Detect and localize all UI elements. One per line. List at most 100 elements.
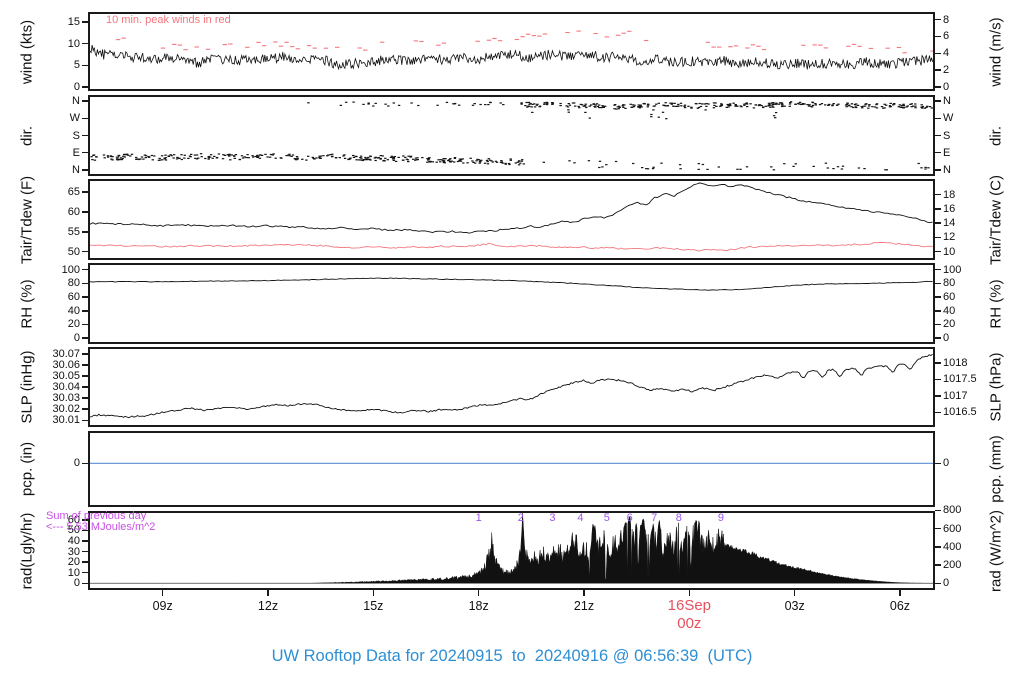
- y-tick-label: S: [72, 129, 80, 142]
- y-tick-label: 5: [73, 59, 80, 72]
- y-tick-mark: [935, 462, 941, 465]
- x-tick-label: 18z: [468, 599, 489, 613]
- y-tick-label: 200: [943, 559, 962, 572]
- y-tick-label: 10: [67, 566, 80, 579]
- y-tick-label: 0: [943, 457, 950, 470]
- y-tick-mark: [935, 564, 941, 566]
- y-tick-mark: [935, 411, 941, 414]
- y-tick-mark: [935, 250, 941, 253]
- y-tick-label: 40: [67, 534, 80, 547]
- y-tick-label: 10: [67, 37, 80, 50]
- radiation-event-label: 3: [549, 512, 556, 524]
- y-tick-label: 30.04: [52, 381, 80, 393]
- y-tick-mark: [82, 419, 88, 422]
- panel-wind: wind (kts) 10 min. peak winds in red win…: [0, 12, 1024, 93]
- y-tick-mark: [82, 529, 88, 532]
- dir-series-canvas: [90, 101, 933, 171]
- x-tick-mark: [267, 590, 269, 596]
- y-tick-mark: [82, 86, 88, 88]
- y-tick-mark: [935, 527, 941, 530]
- y-tick-mark: [82, 519, 88, 521]
- y-tick-mark: [935, 193, 941, 196]
- tair-series-canvas: [90, 182, 933, 252]
- y-tick-label: 10: [943, 245, 956, 258]
- y-tick-label: 800: [943, 504, 962, 517]
- air-temperature-F: [90, 182, 933, 234]
- y-tick-label: 0: [943, 332, 950, 345]
- y-tick-label: 1017.5: [943, 373, 977, 386]
- y-tick-mark: [82, 540, 88, 542]
- y-tick-label: 2: [943, 64, 950, 77]
- y-tick-mark: [82, 268, 88, 271]
- rh-series-canvas: [90, 277, 933, 291]
- y-tick-label: 30.06: [52, 358, 80, 371]
- wind-plot: [88, 12, 935, 91]
- y-tick-mark: [935, 100, 941, 102]
- x-tick-label: 12z: [257, 599, 279, 613]
- y-tick-label: 14: [943, 217, 956, 230]
- y-tick-label: 20: [943, 318, 956, 331]
- y-tick-label: 4: [943, 47, 950, 60]
- panel-humidity: RH (%) RH (%) 0 20 40 60 80 100 0 20 40 60 80 100: [0, 263, 1024, 344]
- y-tick-mark: [935, 546, 941, 548]
- y-tick-mark: [935, 236, 941, 239]
- peak-wind-kts: [115, 30, 933, 54]
- slp-plot: [88, 347, 935, 427]
- y-tick-label: 60: [67, 513, 80, 526]
- y-tick-label: S: [943, 129, 951, 142]
- y-tick-mark: [82, 296, 88, 298]
- radiation-event-label: 9: [717, 512, 724, 524]
- panel-temperature: Tair/Tdew (F) Tair/Tdew (C) 50 55 60 65 10 12…: [0, 174, 1024, 264]
- y-tick-label: 20: [67, 318, 80, 331]
- x-tick-label: 15z: [363, 599, 384, 613]
- y-tick-mark: [82, 561, 88, 563]
- date-sub-label: 00z: [677, 615, 702, 632]
- relative-humidity-pct: [90, 277, 933, 291]
- radiation-event-label: 1: [475, 512, 482, 524]
- y-tick-mark: [935, 310, 941, 312]
- y-tick-label: 65: [67, 186, 80, 199]
- y-tick-mark: [935, 52, 941, 55]
- y-tick-mark: [935, 282, 941, 285]
- y-tick-label: 1016.5: [943, 406, 977, 419]
- y-tick-mark: [935, 35, 941, 38]
- y-tick-mark: [935, 134, 941, 137]
- y-tick-mark: [82, 169, 88, 171]
- pcp-plot: [88, 431, 935, 507]
- y-tick-mark: [935, 69, 941, 71]
- y-tick-label: 0: [73, 332, 80, 345]
- y-tick-mark: [82, 462, 88, 465]
- radiation-event-label: 5: [603, 512, 610, 524]
- y-tick-mark: [935, 378, 941, 381]
- y-tick-label: 400: [943, 540, 962, 553]
- rad-series-canvas: [90, 513, 933, 584]
- y-tick-mark: [82, 211, 88, 213]
- dir-plot: [88, 95, 935, 176]
- y-tick-label: 50: [67, 524, 80, 537]
- y-tick-mark: [82, 151, 88, 154]
- y-tick-mark: [935, 169, 941, 171]
- y-tick-label: 0: [73, 80, 80, 93]
- tair-plot: [88, 179, 935, 260]
- radiation-sum-note: Sum of previous day <--- 5.53 MJoules/m^…: [46, 511, 155, 532]
- y-tick-label: 16: [943, 202, 956, 215]
- x-tick-mark: [899, 590, 901, 596]
- y-tick-mark: [82, 375, 88, 377]
- y-tick-label: 6: [943, 30, 950, 43]
- y-tick-label: N: [72, 163, 80, 176]
- y-tick-label: 40: [943, 304, 956, 317]
- y-tick-label: 100: [943, 263, 962, 276]
- x-tick-mark: [372, 590, 375, 596]
- y-tick-label: 55: [67, 225, 80, 238]
- y-tick-label: E: [943, 146, 951, 159]
- y-tick-label: 600: [943, 522, 962, 535]
- panel-pressure: SLP (inHg) SLP (hPa) 30.01 30.02 30.03 30.0…: [0, 347, 1024, 427]
- y-tick-mark: [82, 42, 88, 45]
- wind-left-axis-title: wind (kts): [18, 19, 36, 84]
- y-tick-label: 30.03: [52, 392, 80, 405]
- y-tick-mark: [82, 21, 88, 23]
- y-tick-label: N: [72, 95, 80, 108]
- x-tick-mark: [688, 590, 691, 596]
